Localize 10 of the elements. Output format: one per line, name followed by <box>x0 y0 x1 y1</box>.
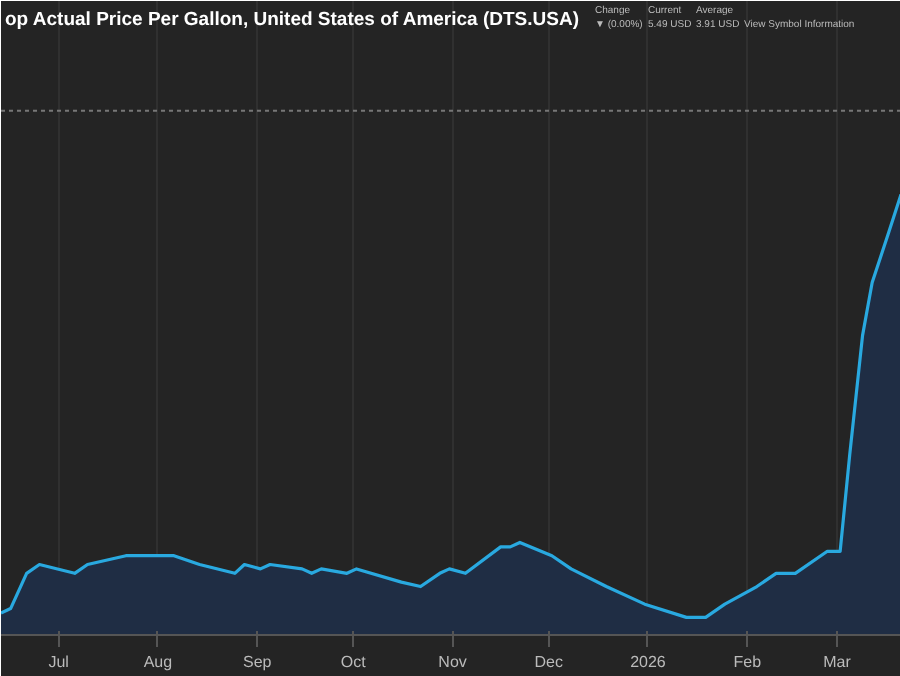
x-tick-label: Dec <box>534 653 563 671</box>
x-tick-label: Aug <box>143 653 173 671</box>
x-tick-label: Jul <box>48 653 70 671</box>
x-tick-label: Oct <box>340 653 368 671</box>
x-tick-label: Mar <box>823 653 852 671</box>
x-tick-label: 2026 <box>630 653 667 671</box>
x-tick-label: Sep <box>242 653 273 671</box>
x-tick-label: Feb <box>733 653 763 671</box>
chart-title: op Actual Price Per Gallon, United States of America (DTS.USA) <box>5 9 579 31</box>
x-tick-label: Nov <box>438 653 467 671</box>
